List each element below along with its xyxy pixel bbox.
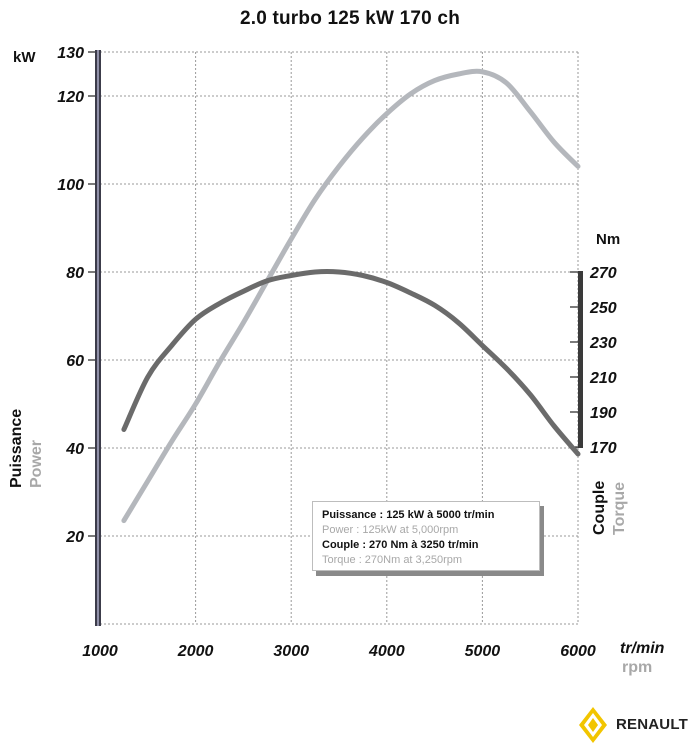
right-tick-label: 230	[589, 335, 617, 352]
left-axis-highlight	[97, 50, 99, 626]
x-tick-label: 5000	[465, 643, 501, 660]
brand-logo	[579, 707, 607, 743]
left-tick-label: 100	[57, 177, 84, 194]
left-tick-label: 20	[65, 529, 84, 546]
x-tick-label: 6000	[560, 643, 596, 660]
legend-power-fr: Puissance : 125 kW à 5000 tr/min	[322, 509, 495, 521]
right-tick-label: 210	[589, 370, 617, 387]
x-axis-unit-en: rpm	[622, 659, 652, 676]
right-tick-label: 190	[590, 405, 617, 422]
x-axis-unit-fr: tr/min	[620, 640, 665, 657]
x-tick-label: 2000	[177, 643, 214, 660]
right-axis-unit: Nm	[596, 231, 620, 248]
left-axis-label-en: Power	[28, 440, 45, 488]
series-line-torque	[121, 269, 581, 457]
left-axis-label-fr: Puissance	[8, 409, 25, 488]
right-axis-label-en: Torque	[611, 482, 628, 535]
axes: 20 40 60 80 100 120 130 1000 2000 3000 4000 5000 600…	[57, 45, 617, 660]
legend-box: Puissance : 125 kW à 5000 tr/min Power :…	[312, 501, 540, 571]
left-tick-label: 80	[66, 265, 84, 282]
legend-torque-fr: Couple : 270 Nm à 3250 tr/min	[322, 539, 479, 551]
left-tick-label: 130	[57, 45, 84, 62]
x-tick-label: 4000	[368, 643, 405, 660]
left-tick-label: 40	[65, 441, 84, 458]
right-axis-label-fr: Couple	[591, 481, 608, 535]
right-tick-label: 250	[589, 300, 617, 317]
legend-torque-en: Torque : 270Nm at 3,250rpm	[322, 554, 463, 566]
axis-labels: kW Nm Puissance Power Couple Torque tr/m…	[8, 49, 665, 676]
x-tick-label: 3000	[273, 643, 309, 660]
chart-title: 2.0 turbo 125 kW 170 ch	[239, 8, 461, 29]
x-tick-label: 1000	[82, 643, 118, 660]
right-tick-label: 170	[590, 440, 617, 457]
legend-power-en: Power : 125kW at 5,000rpm	[322, 524, 459, 536]
renault-diamond-icon	[579, 707, 607, 743]
brand-name: RENAULT	[616, 716, 688, 733]
series-layer	[121, 68, 581, 524]
series-line-power	[121, 68, 581, 524]
right-tick-label: 270	[589, 265, 617, 282]
right-axis-bar	[578, 271, 583, 448]
left-tick-label: 120	[57, 89, 84, 106]
left-tick-label: 60	[66, 353, 84, 370]
left-axis-unit: kW	[13, 49, 36, 66]
